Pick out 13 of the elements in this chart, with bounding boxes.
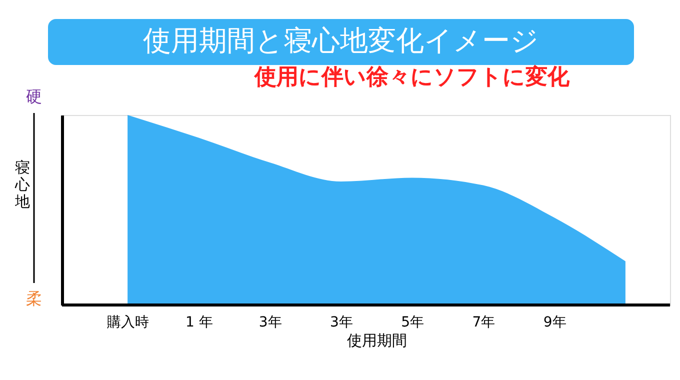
x-axis-title: 使用期間 (347, 332, 407, 350)
text: 硬 (26, 87, 42, 106)
x-tick-label: 3年 (258, 314, 282, 330)
text: 使用に伴い徐々にソフトに変化 (254, 64, 570, 90)
y-axis-title: 寝心地 (14, 158, 30, 210)
x-tick-label: 1 年 (186, 314, 213, 330)
chart-title: 使用期間と寝心地変化イメージ (143, 24, 539, 57)
x-tick-label: 9年 (543, 314, 566, 330)
text: 柔 (26, 289, 42, 308)
x-tick-label: 購入時 (107, 314, 150, 330)
x-tick-label: 5年 (401, 314, 424, 330)
x-tick-label: 7年 (472, 314, 496, 330)
x-tick-label: 3年 (330, 314, 353, 330)
